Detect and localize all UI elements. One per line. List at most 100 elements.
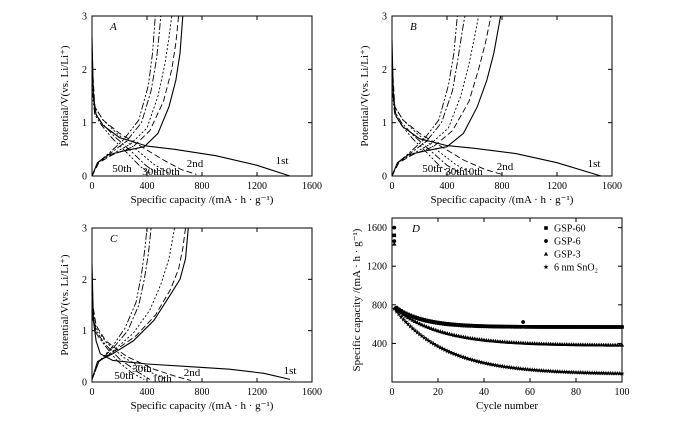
y-tick-label: 1200 — [367, 262, 387, 273]
series-1st-charge-curve — [391, 15, 502, 177]
data-point — [458, 353, 464, 359]
x-tick-label: 40 — [479, 387, 489, 398]
data-point — [587, 370, 593, 375]
data-point — [428, 339, 434, 345]
data-point — [598, 370, 604, 376]
data-point — [428, 326, 434, 331]
y-tick-label: 1600 — [367, 223, 387, 234]
y-tick-label: 800 — [372, 300, 387, 311]
panel-letter: D — [411, 223, 420, 235]
legend-label: GSP-6 — [554, 237, 581, 248]
data-point — [465, 356, 471, 361]
data-point — [474, 358, 480, 364]
cycle-label: 10th — [160, 166, 180, 178]
data-point — [440, 346, 446, 351]
data-point — [499, 363, 505, 369]
data-point — [559, 369, 565, 374]
series-50th-discharge-curve — [91, 315, 145, 380]
series-10th-charge-curve — [91, 227, 175, 380]
legend-label: GSP-3 — [554, 250, 581, 261]
data-point — [596, 370, 602, 376]
data-point — [608, 370, 613, 376]
data-point — [557, 369, 563, 374]
data-point — [392, 233, 397, 238]
series-50th-charge-curve — [391, 15, 458, 177]
data-point — [422, 323, 427, 328]
data-point — [451, 351, 457, 357]
cycle-label: 30th — [132, 363, 152, 375]
data-point — [532, 367, 538, 373]
data-point — [518, 324, 523, 329]
data-point — [412, 327, 418, 333]
x-tick-label: 20 — [433, 387, 443, 398]
y-tick-label: 2 — [382, 65, 387, 76]
data-point — [490, 362, 496, 367]
data-point — [470, 357, 475, 363]
y-tick-label: 3 — [82, 12, 87, 23]
data-point — [527, 367, 533, 372]
data-point — [548, 368, 554, 374]
cycle-label: 1st — [588, 158, 601, 170]
data-point — [521, 320, 525, 324]
series-50th-charge-curve — [91, 227, 148, 380]
data-point — [460, 354, 466, 360]
y-tick-label: 1 — [82, 118, 87, 129]
x-tick-label: 800 — [195, 181, 210, 192]
cycle-label: 30th — [445, 166, 465, 178]
data-point — [401, 312, 406, 317]
x-tick-label: 100 — [615, 387, 630, 398]
series-30th-discharge-curve — [91, 310, 151, 380]
x-tick-label: 1200 — [247, 181, 267, 192]
cycle-label: 50th — [114, 370, 134, 382]
data-point — [534, 367, 540, 373]
panel-d: 0 20 40 60 80 100 400 800 1200 1600 Cycle number Sp… — [351, 217, 630, 412]
data-point — [564, 369, 570, 375]
data-point — [392, 239, 397, 244]
data-point — [562, 369, 567, 375]
series-10th-discharge-curve — [91, 69, 170, 174]
plot-frame — [91, 227, 313, 383]
data-point — [516, 365, 521, 371]
plot-frame — [91, 15, 313, 177]
y-tick-label: 0 — [82, 172, 87, 183]
x-tick-label: 0 — [90, 387, 95, 398]
data-point — [403, 319, 409, 324]
series-star — [391, 306, 625, 376]
data-point — [612, 370, 618, 376]
panel-letter: B — [410, 21, 417, 33]
data-point — [433, 342, 439, 348]
y-axis-label: Potential/V(vs. Li/Li⁺) — [359, 45, 371, 146]
series-2nd-charge-curve — [91, 227, 186, 380]
data-point — [504, 364, 510, 370]
legend: GSP-60 GSP-6 GSP-3 6 nm SnO₂ — [543, 224, 598, 274]
y-tick-label: 0 — [82, 378, 87, 389]
series-50th-discharge-curve — [391, 90, 452, 174]
data-point — [405, 315, 411, 320]
data-point — [520, 366, 526, 372]
data-point — [405, 321, 411, 327]
cycle-label: 50th — [112, 163, 132, 175]
data-point — [421, 335, 427, 340]
panel-b: 0 400 800 1200 1600 0 1 2 3 Specific capacity /(m… — [359, 12, 622, 207]
series-10th-discharge-curve — [91, 304, 167, 380]
data-point — [419, 333, 425, 339]
y-tick-label: 400 — [372, 339, 387, 350]
data-point — [610, 370, 616, 376]
x-tick-label: 1200 — [547, 181, 567, 192]
data-point — [580, 370, 586, 375]
data-point — [391, 306, 397, 311]
cycle-label: 30th — [142, 166, 162, 178]
data-point — [417, 321, 422, 326]
data-point — [412, 319, 418, 323]
data-point — [407, 323, 413, 329]
data-point — [601, 370, 607, 376]
y-tick-label: 0 — [382, 172, 387, 183]
x-tick-label: 80 — [571, 387, 581, 398]
x-axis-label: Specific capacity /(mA · h · g⁻¹) — [131, 400, 274, 412]
data-point — [573, 369, 579, 375]
series-10th-discharge-curve — [391, 69, 473, 174]
legend-label: GSP-60 — [554, 224, 586, 235]
data-point — [444, 348, 450, 354]
data-point — [456, 353, 462, 358]
panel-letter: A — [109, 21, 117, 33]
